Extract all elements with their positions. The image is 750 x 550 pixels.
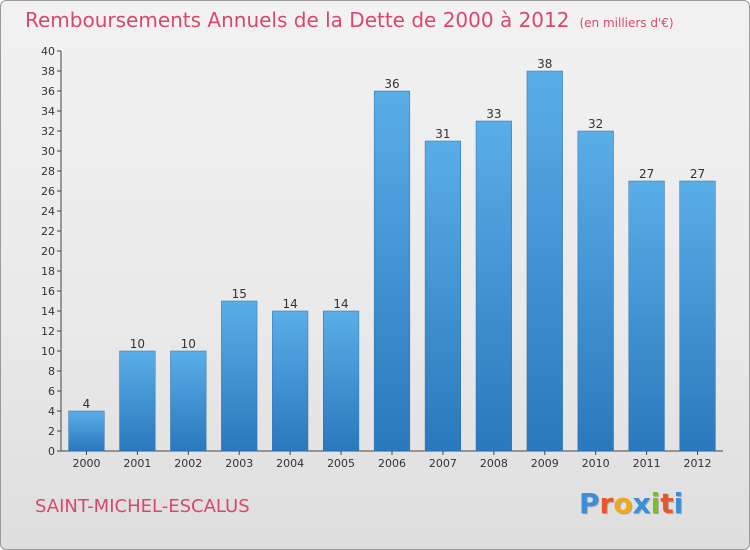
logo-letter: o <box>613 487 633 520</box>
proxiti-logo: Proxiti <box>579 487 683 520</box>
data-label-2003: 15 <box>232 287 247 301</box>
y-tick-label: 32 <box>41 125 55 138</box>
bar-2004 <box>272 310 309 452</box>
x-tick-label: 2008 <box>480 457 508 470</box>
y-tick-label: 22 <box>41 225 55 238</box>
chart-title: Remboursements Annuels de la Dette de 20… <box>25 8 674 32</box>
bar-2002 <box>170 350 207 452</box>
bar-2005 <box>323 310 360 452</box>
data-label-2007: 31 <box>435 127 450 141</box>
bars <box>68 70 716 452</box>
y-tick-label: 14 <box>41 305 55 318</box>
data-label-2001: 10 <box>130 337 145 351</box>
logo-letter: r <box>599 487 614 520</box>
x-axis: 2000 2001 2002 2003 2004 2005 2006 2007 2008 2009… <box>61 450 723 470</box>
y-tick-label: 20 <box>41 245 55 258</box>
data-label-2009: 38 <box>537 57 552 71</box>
data-label-2012: 27 <box>690 167 705 181</box>
y-tick-label: 30 <box>41 145 55 158</box>
logo-letter: x <box>632 487 651 520</box>
data-label-2010: 32 <box>588 117 603 131</box>
x-tick-label: 2009 <box>531 457 559 470</box>
data-label-2004: 14 <box>283 297 298 311</box>
y-tick-label: 2 <box>48 425 55 438</box>
y-tick-label: 36 <box>41 85 55 98</box>
logo-letter: i <box>650 487 661 520</box>
bar-2001 <box>119 350 156 452</box>
logo-letter: t <box>660 487 674 520</box>
y-tick-label: 40 <box>41 45 55 58</box>
x-tick-label: 2010 <box>582 457 610 470</box>
x-tick-label: 2007 <box>429 457 457 470</box>
bar-2009 <box>526 70 563 452</box>
y-tick-label: 16 <box>41 285 55 298</box>
x-tick-label: 2002 <box>174 457 202 470</box>
y-tick-label: 18 <box>41 265 55 278</box>
y-tick-label: 34 <box>41 105 55 118</box>
data-label-2000: 4 <box>83 397 91 411</box>
x-tick-label: 2011 <box>633 457 661 470</box>
chart-subtitle: (en milliers d'€) <box>579 16 674 30</box>
bar-2007 <box>424 140 461 452</box>
bar-2003 <box>221 300 258 452</box>
y-tick-label: 10 <box>41 345 55 358</box>
bar-2012 <box>679 180 716 452</box>
y-tick-label: 38 <box>41 65 55 78</box>
x-tick-label: 2004 <box>276 457 304 470</box>
logo-letter: i <box>673 487 684 520</box>
data-label-2002: 10 <box>181 337 196 351</box>
x-tick-label: 2003 <box>225 457 253 470</box>
bar-2008 <box>475 120 512 452</box>
commune-name: SAINT-MICHEL-ESCALUS <box>35 496 250 517</box>
bar-2010 <box>577 130 614 452</box>
y-tick-label: 28 <box>41 165 55 178</box>
y-tick-label: 24 <box>41 205 55 218</box>
data-label-2008: 33 <box>486 107 501 121</box>
bar-2006 <box>373 90 411 452</box>
x-tick-label: 2001 <box>123 457 151 470</box>
bar-2011 <box>628 180 665 452</box>
chart-title-text: Remboursements Annuels de la Dette de 20… <box>25 8 570 32</box>
data-label-2011: 27 <box>639 167 654 181</box>
logo-letter: P <box>579 487 600 520</box>
data-label-2006: 36 <box>384 77 399 91</box>
x-tick-label: 2012 <box>684 457 712 470</box>
value-labels: 4 10 10 15 14 14 36 31 33 38 32 27 27 <box>83 57 706 411</box>
data-label-2005: 14 <box>333 297 348 311</box>
bar-2000 <box>68 410 105 452</box>
x-tick-label: 2000 <box>72 457 100 470</box>
x-tick-label: 2005 <box>327 457 355 470</box>
y-tick-label: 8 <box>48 365 55 378</box>
x-tick-label: 2006 <box>378 457 406 470</box>
y-tick-label: 12 <box>41 325 55 338</box>
y-tick-label: 0 <box>48 445 55 458</box>
y-tick-label: 4 <box>48 405 55 418</box>
y-tick-label: 26 <box>41 185 55 198</box>
y-tick-label: 6 <box>48 385 55 398</box>
